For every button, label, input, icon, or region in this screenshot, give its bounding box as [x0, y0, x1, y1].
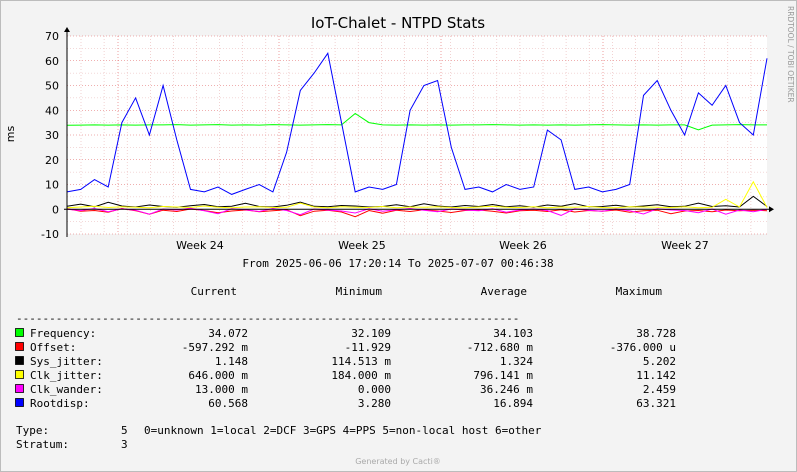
y-tick-label: 30 [45, 129, 59, 142]
legend-name: Rootdisp: [30, 397, 90, 410]
legend-average: -712.680 m [467, 341, 534, 354]
legend-current: 13.000 m [195, 383, 248, 396]
legend-separator: ----------------------------------------… [16, 312, 519, 325]
legend-current: 646.000 m [188, 369, 248, 382]
legend-name: Offset: [30, 341, 76, 354]
y-tick-label: 50 [45, 80, 59, 93]
legend-header-current: Current [191, 285, 237, 298]
legend-swatch [15, 398, 24, 407]
y-tick-label: 70 [45, 30, 59, 43]
legend-swatch [15, 328, 24, 337]
series-line-rootdisp [66, 52, 768, 195]
series-line-clk_jitter [66, 180, 768, 209]
y-tick-label: 20 [45, 154, 59, 167]
y-tick-label: 0 [52, 203, 59, 216]
series-line-frequency [66, 112, 767, 131]
legend-header-maximum: Maximum [616, 285, 663, 298]
legend-name: Sys_jitter: [30, 355, 103, 368]
grid [67, 35, 767, 235]
legend-average: 34.103 [493, 327, 533, 340]
legend-minimum: 184.000 m [331, 369, 391, 382]
legend-maximum: -376.000 u [610, 341, 676, 354]
chart-title: IoT-Chalet - NTPD Stats [311, 14, 485, 32]
x-tick-label: Week 24 [176, 239, 224, 252]
legend-swatch [15, 356, 24, 365]
x-tick-label: Week 25 [338, 239, 386, 252]
generated-by: Generated by Cacti® [355, 457, 441, 466]
legend-current: 1.148 [215, 355, 248, 368]
x-tick-label: Week 27 [661, 239, 709, 252]
rrdtool-watermark: RRDTOOL / TOBI OETIKER [786, 6, 795, 103]
legend-header-minimum: Minimum [336, 285, 383, 298]
series-line-sys_jitter [66, 195, 768, 208]
legend-maximum: 63.321 [636, 397, 676, 410]
legend-average: 796.141 m [473, 369, 533, 382]
legend-minimum: 114.513 m [331, 355, 391, 368]
type-label: Type: [16, 424, 49, 437]
legend-name: Clk_wander: [30, 383, 103, 396]
legend-rows: Frequency: 34.072 32.109 34.103 38.728 Offset… [15, 327, 676, 410]
series-line-offset [66, 207, 768, 218]
y-axis-arrow [64, 27, 70, 32]
legend-current: 34.072 [208, 327, 248, 340]
legend-swatch [15, 342, 24, 351]
legend-current: 60.568 [208, 397, 248, 410]
period-text: From 2025-06-06 17:20:14 To 2025-07-07 0… [242, 257, 553, 270]
legend-average: 36.246 m [480, 383, 533, 396]
legend-swatch [15, 384, 24, 393]
y-tick-label: 40 [45, 104, 59, 117]
legend-maximum: 2.459 [643, 383, 676, 396]
type-value: 5 [121, 424, 128, 437]
legend-minimum: 0.000 [358, 383, 391, 396]
type-legend: 0=unknown 1=local 2=DCF 3=GPS 4=PPS 5=no… [144, 424, 542, 437]
legend-average: 16.894 [493, 397, 533, 410]
y-tick-label: 60 [45, 55, 59, 68]
legend-maximum: 5.202 [643, 355, 676, 368]
y-tick-label: -10 [41, 228, 59, 241]
legend-minimum: -11.929 [345, 341, 391, 354]
legend-name: Clk_jitter: [30, 369, 103, 382]
legend-maximum: 11.142 [636, 369, 676, 382]
legend-name: Frequency: [30, 327, 96, 340]
y-tick-label: 10 [45, 179, 59, 192]
y-axis-label: ms [4, 126, 17, 143]
x-axis-arrow [769, 206, 774, 213]
legend-header-average: Average [481, 285, 527, 298]
legend-average: 1.324 [500, 355, 533, 368]
axes [64, 27, 774, 237]
stratum-value: 3 [121, 438, 128, 451]
legend-minimum: 3.280 [358, 397, 391, 410]
plot-area [67, 36, 767, 234]
legend-maximum: 38.728 [636, 327, 676, 340]
legend-swatch [15, 370, 24, 379]
stratum-label: Stratum: [16, 438, 69, 451]
y-tick-labels: -10 0 10 20 30 40 50 60 70 [41, 30, 59, 241]
x-tick-labels: Week 24 Week 25 Week 26 Week 27 [176, 239, 709, 252]
legend-minimum: 32.109 [351, 327, 391, 340]
x-tick-label: Week 26 [499, 239, 547, 252]
legend-current: -597.292 m [182, 341, 249, 354]
